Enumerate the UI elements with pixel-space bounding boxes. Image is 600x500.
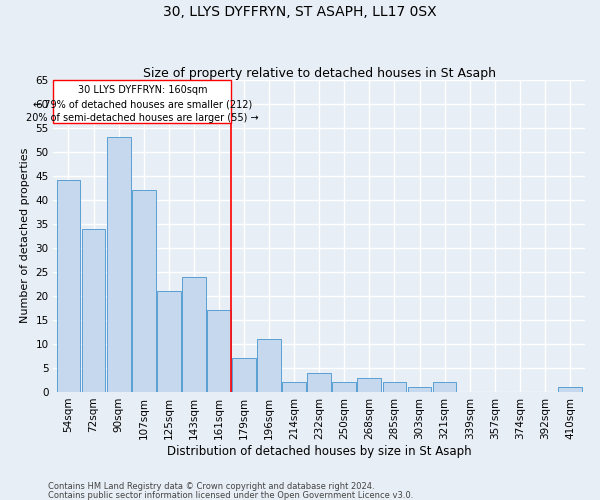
Bar <box>132 190 155 392</box>
Bar <box>107 137 131 392</box>
Bar <box>282 382 306 392</box>
Bar <box>332 382 356 392</box>
Text: 30, LLYS DYFFRYN, ST ASAPH, LL17 0SX: 30, LLYS DYFFRYN, ST ASAPH, LL17 0SX <box>163 5 437 19</box>
Bar <box>207 310 231 392</box>
Bar <box>433 382 457 392</box>
Bar <box>82 228 106 392</box>
Bar <box>558 387 582 392</box>
Text: ← 79% of detached houses are smaller (212): ← 79% of detached houses are smaller (21… <box>33 100 252 110</box>
X-axis label: Distribution of detached houses by size in St Asaph: Distribution of detached houses by size … <box>167 444 472 458</box>
Y-axis label: Number of detached properties: Number of detached properties <box>20 148 30 324</box>
Bar <box>232 358 256 392</box>
Text: Contains HM Land Registry data © Crown copyright and database right 2024.: Contains HM Land Registry data © Crown c… <box>48 482 374 491</box>
Bar <box>307 372 331 392</box>
Text: 20% of semi-detached houses are larger (55) →: 20% of semi-detached houses are larger (… <box>26 113 259 123</box>
Bar <box>257 339 281 392</box>
Title: Size of property relative to detached houses in St Asaph: Size of property relative to detached ho… <box>143 66 496 80</box>
Bar <box>407 387 431 392</box>
Bar <box>358 378 381 392</box>
Bar <box>182 276 206 392</box>
Bar <box>383 382 406 392</box>
Text: Contains public sector information licensed under the Open Government Licence v3: Contains public sector information licen… <box>48 490 413 500</box>
Bar <box>53 80 232 123</box>
Bar <box>157 291 181 392</box>
Text: 30 LLYS DYFFRYN: 160sqm: 30 LLYS DYFFRYN: 160sqm <box>78 85 207 95</box>
Bar <box>56 180 80 392</box>
